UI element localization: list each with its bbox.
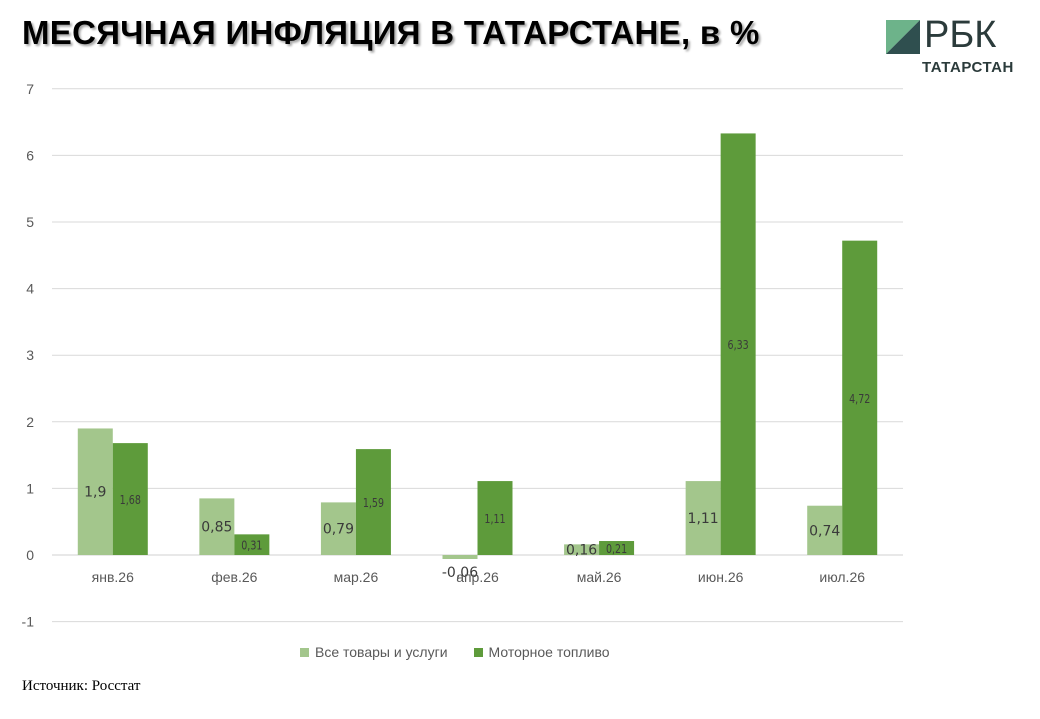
x-tick-label: мар.26 [334,569,379,585]
y-tick-label: 1 [26,480,34,496]
data-label: 0,21 [606,542,627,556]
legend-swatch [473,647,483,657]
legend-item-motor-fuel: Моторное топливо [473,644,610,660]
data-label: 4,72 [849,392,870,406]
bar-all-goods [807,505,843,555]
y-tick-label: 5 [26,214,34,230]
data-label: 1,9 [84,485,106,501]
bar-motor-fuel [477,481,513,555]
bar-all-goods [564,544,600,555]
y-tick-label: 2 [26,414,34,430]
legend-item-all-goods: Все товары и услуги [300,644,448,660]
legend-label: Все товары и услуги [315,644,448,660]
x-tick-label: июн.26 [698,569,744,585]
x-tick-label: фев.26 [211,569,257,585]
y-tick-label: 7 [26,81,34,97]
logo-text: РБК [924,14,997,56]
legend-swatch [300,647,309,657]
data-label: 1,68 [120,493,141,507]
data-label: 6,33 [728,338,749,352]
bar-all-goods [77,428,113,555]
data-label: 1,11 [688,511,719,527]
bar-all-goods [320,502,356,555]
bar-motor-fuel [112,443,148,555]
bar-all-goods [199,498,235,555]
legend-label: Моторное топливо [488,644,610,660]
data-label: 0,85 [201,520,232,536]
logo-mark-icon [886,20,920,54]
bar-motor-fuel [599,541,635,555]
data-label: 1,59 [363,496,384,510]
chart-legend: Все товары и услуги Моторное топливо [300,644,610,660]
data-label: 0,74 [809,523,840,539]
x-tick-label: июл.26 [819,569,865,585]
data-label: 0,31 [241,539,262,553]
bar-all-goods [442,555,478,559]
y-tick-label: 4 [26,281,34,297]
data-label: 1,11 [484,512,505,526]
bar-motor-fuel [842,240,878,555]
bar-motor-fuel [355,449,391,555]
chart-title: МЕСЯЧНАЯ ИНФЛЯЦИЯ В ТАТАРСТАНЕ, в % [22,14,760,51]
x-tick-label: май.26 [577,569,622,585]
y-tick-label: -1 [22,614,35,630]
bar-all-goods [685,481,721,555]
data-label: 0,16 [566,543,597,559]
logo-subtitle: ТАТАРСТАН [922,59,1014,76]
y-tick-label: 3 [26,347,34,363]
x-tick-label: янв.26 [92,569,134,585]
bar-motor-fuel [720,133,756,555]
source-note: Источник: Росстат [22,678,141,694]
x-tick-label: апр.26 [456,569,499,585]
bar-motor-fuel [234,534,270,555]
y-tick-label: 0 [26,547,34,563]
y-tick-label: 6 [26,147,34,163]
data-label: 0,79 [323,522,354,538]
data-label: -0,06 [442,565,478,581]
rbc-logo: РБК ТАТАРСТАН [886,14,1026,76]
